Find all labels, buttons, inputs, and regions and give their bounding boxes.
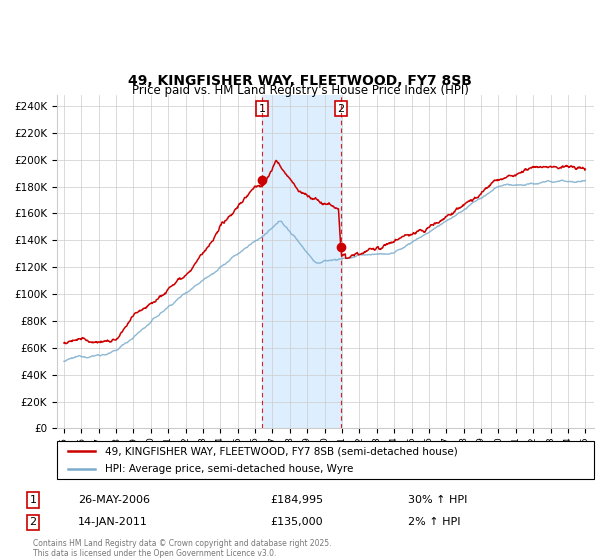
Text: Price paid vs. HM Land Registry's House Price Index (HPI): Price paid vs. HM Land Registry's House … bbox=[131, 84, 469, 97]
Text: 1: 1 bbox=[259, 104, 266, 114]
Text: 49, KINGFISHER WAY, FLEETWOOD, FY7 8SB (semi-detached house): 49, KINGFISHER WAY, FLEETWOOD, FY7 8SB (… bbox=[106, 446, 458, 456]
Text: 49, KINGFISHER WAY, FLEETWOOD, FY7 8SB: 49, KINGFISHER WAY, FLEETWOOD, FY7 8SB bbox=[128, 74, 472, 88]
Text: £135,000: £135,000 bbox=[270, 517, 323, 528]
Text: 14-JAN-2011: 14-JAN-2011 bbox=[78, 517, 148, 528]
FancyBboxPatch shape bbox=[57, 441, 594, 479]
Text: 2% ↑ HPI: 2% ↑ HPI bbox=[408, 517, 461, 528]
Text: 2: 2 bbox=[29, 517, 37, 528]
Text: 26-MAY-2006: 26-MAY-2006 bbox=[78, 495, 150, 505]
Text: HPI: Average price, semi-detached house, Wyre: HPI: Average price, semi-detached house,… bbox=[106, 464, 354, 474]
Text: £184,995: £184,995 bbox=[270, 495, 323, 505]
Text: 2: 2 bbox=[338, 104, 345, 114]
Text: Contains HM Land Registry data © Crown copyright and database right 2025.
This d: Contains HM Land Registry data © Crown c… bbox=[33, 539, 331, 558]
Text: 30% ↑ HPI: 30% ↑ HPI bbox=[408, 495, 467, 505]
Text: 1: 1 bbox=[29, 495, 37, 505]
Bar bbox=[262, 95, 341, 428]
